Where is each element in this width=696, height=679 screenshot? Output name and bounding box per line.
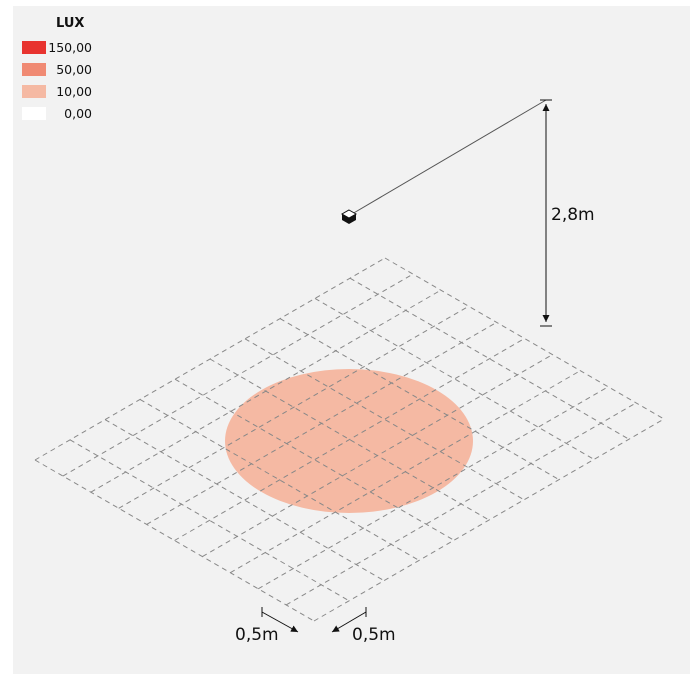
grid-line [313,418,665,622]
grid-step-label-left: 0,5m [235,625,279,645]
legend-item-50: 50,00 [22,58,92,80]
legend-item-10: 10,00 [22,80,92,102]
height-label: 2,8m [551,205,595,225]
mount-line [351,99,547,215]
legend-swatch [22,62,46,76]
legend-value: 10,00 [56,83,92,99]
legend-swatch [22,106,46,120]
legend-title: LUX [56,16,85,31]
grid-line [174,338,525,541]
legend-value: 50,00 [56,61,92,77]
legend-swatch [22,40,46,54]
grid-step-dimension-left: 0,5m [235,607,299,645]
grid-line [62,273,414,477]
luminaire-cube-icon [340,209,358,224]
legend-value: 0,00 [64,105,92,121]
height-dimension: 2,8m [540,99,595,327]
diagram-frame [13,6,690,674]
floor-grid [34,257,665,622]
grid-line [285,402,637,606]
legend-swatch [22,84,46,98]
grid-step-label-right: 0,5m [352,625,396,645]
legend-item-0: 0,00 [22,102,92,124]
illuminance-area [225,369,473,513]
grid-line [257,386,609,590]
grid-line [118,305,469,509]
legend-item-150: 150,00 [22,36,92,58]
grid-step-dimension-right: 0,5m [331,607,396,645]
grid-line [202,354,553,558]
legend-value: 150,00 [48,39,92,55]
grid-line [230,370,581,574]
lux-legend: LUX 150,00 50,00 10,00 0,00 [22,16,92,124]
